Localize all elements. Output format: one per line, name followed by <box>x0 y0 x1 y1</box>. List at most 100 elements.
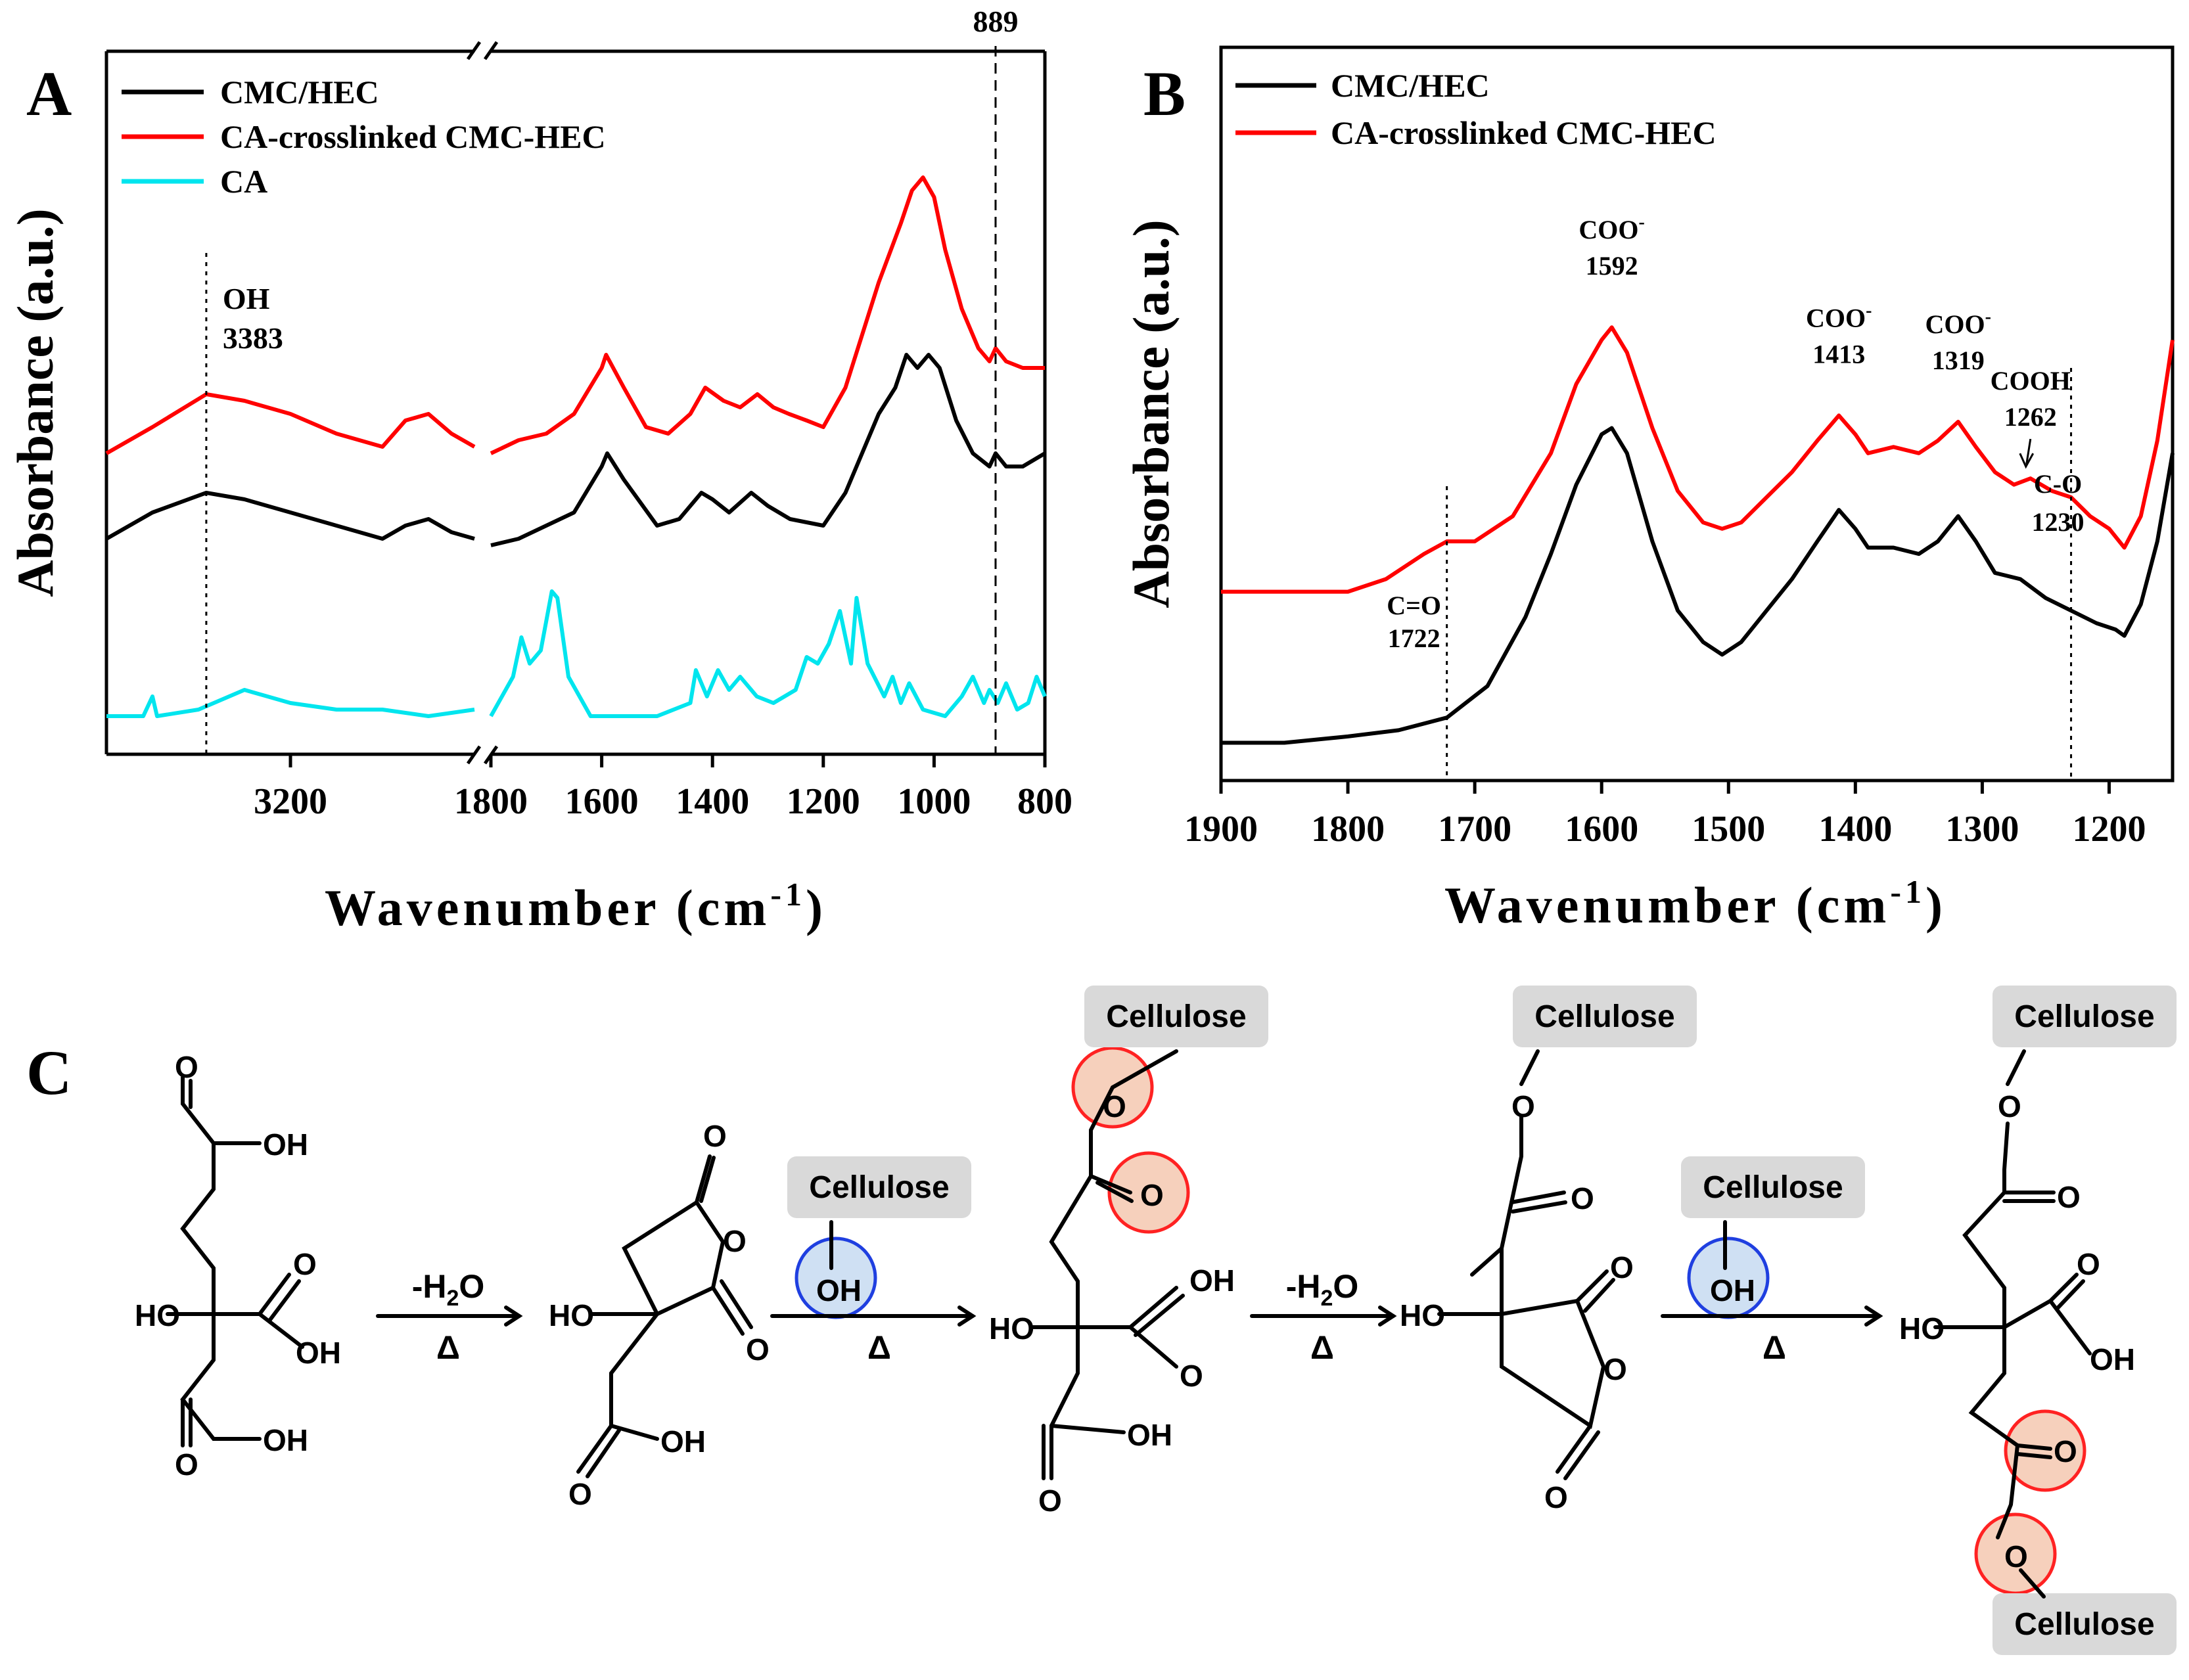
atom-o: O <box>175 1050 198 1084</box>
x-tick-label: 1800 <box>1311 809 1385 850</box>
atom-o: O <box>2054 1434 2077 1468</box>
panel-a-series <box>105 175 1047 718</box>
atom-o: O <box>1998 1089 2021 1124</box>
x-tick-label: 800 <box>1017 781 1072 822</box>
peak-label-text: COO <box>1806 303 1866 332</box>
atom-oh: OH <box>816 1273 862 1307</box>
heat-label: Δ <box>1310 1329 1334 1366</box>
panel-a-frame <box>104 49 1047 756</box>
chemical-bonds <box>166 1049 2092 1599</box>
cellulose-boxes <box>787 986 2177 1655</box>
x-tick-label: 1800 <box>454 781 528 822</box>
x-tick-label: 3200 <box>254 781 327 822</box>
heat-label: Δ <box>867 1329 891 1366</box>
dehydration-label: -H2O <box>1286 1268 1359 1311</box>
legend-label: CMC/HEC <box>1331 67 1490 104</box>
atom-ho: HO <box>549 1298 594 1332</box>
series-line-ca-crosslinked-cmc-hec-left <box>105 392 476 455</box>
peak-value: 1413 <box>1812 339 1865 369</box>
carbonyl-highlight-2 <box>2004 1409 2086 1492</box>
x-tick-label: 1400 <box>1818 809 1892 850</box>
atom-oh: OH <box>263 1127 308 1162</box>
atom-oh: OH <box>296 1336 341 1370</box>
x-tick-label: 1400 <box>676 781 749 822</box>
atom-o: O <box>703 1119 727 1153</box>
atom-o: O <box>2057 1180 2081 1214</box>
cellulose-label: Cellulose <box>2014 999 2154 1034</box>
panel-b: B 1900 1800 1700 1600 1500 1400 1300 1200 COO-1… <box>1122 45 2175 934</box>
peak-label-text: COOH <box>1991 366 2071 396</box>
atom-o: O <box>1610 1250 1634 1284</box>
peak-label: COO- <box>1578 212 1644 244</box>
legend-label: CA <box>220 163 267 200</box>
panel-label-c: C <box>26 1037 72 1108</box>
atom-o: O <box>2077 1247 2100 1281</box>
panel-b-y-axis-label: Absorbance (a.u.) <box>1122 219 1180 608</box>
atom-o: O <box>568 1477 592 1511</box>
peak-label-sup: - <box>1639 212 1645 233</box>
panel-b-legend: CMC/HEC CA-crosslinked CMC-HEC <box>1235 67 1717 151</box>
cellulose-box <box>1681 1156 1865 1218</box>
dehydration-label: -H2O <box>412 1268 485 1311</box>
cooh-arrow-head <box>2019 453 2035 469</box>
atom-o: O <box>1511 1089 1535 1124</box>
atom-o: O <box>723 1224 747 1258</box>
atom-oh: OH <box>1127 1418 1172 1452</box>
oh-value: 3383 <box>223 321 283 355</box>
heat-label: Δ <box>1763 1329 1786 1366</box>
cellulose-box <box>1513 986 1697 1047</box>
panel-a-x-axis-label: Wavenumber (cm-1) <box>325 876 827 936</box>
series-line-cmc-hec <box>1221 426 2175 745</box>
x-tick-label: 1900 <box>1184 809 1258 850</box>
atom-ho: HO <box>1400 1298 1445 1332</box>
x-tick-label: 1500 <box>1692 809 1765 850</box>
c-o-single-label: C-O <box>2034 469 2082 499</box>
peak-label-text: COO <box>1578 215 1638 244</box>
peak-label: COO- <box>1925 307 1991 339</box>
atom-o: O <box>2004 1539 2028 1574</box>
highlight-circles <box>795 1046 2086 1595</box>
peak-label: COOH <box>1991 366 2071 396</box>
peak-value: 1592 <box>1586 251 1638 281</box>
x-tick-label: 1600 <box>565 781 639 822</box>
panel-b-x-axis-label: Wavenumber (cm-1) <box>1444 873 1947 934</box>
x-tick-label: 1300 <box>1945 809 2019 850</box>
atom-o: O <box>1180 1359 1203 1393</box>
oh-label: OH <box>223 282 270 315</box>
atom-o: O <box>746 1332 770 1367</box>
panel-label-a: A <box>26 58 72 129</box>
peak-label: COO- <box>1806 300 1872 332</box>
cooh-arrow <box>2025 438 2032 465</box>
cellulose-box <box>1993 986 2177 1047</box>
panel-label-b: B <box>1143 58 1186 129</box>
cellulose-box <box>787 1156 971 1218</box>
panel-b-x-ticks: 1900 1800 1700 1600 1500 1400 1300 1200 <box>1184 781 2146 850</box>
atom-o: O <box>293 1247 317 1281</box>
atom-oh: OH <box>1189 1263 1235 1298</box>
atom-ho: HO <box>135 1298 180 1332</box>
atom-o: O <box>175 1447 198 1482</box>
peak-label-sup: - <box>1866 300 1872 321</box>
peak-value: 1319 <box>1932 346 1985 375</box>
peak-label-text: COO <box>1925 309 1985 339</box>
panel-a-y-axis-label: Absorbance (a.u.) <box>7 208 64 597</box>
series-line-cmc-hec-right <box>490 353 1046 547</box>
panel-a: A 3200 1800 1600 1400 1200 1000 800 OH3383889 … <box>7 5 1072 936</box>
series-line-ca-left <box>106 688 475 718</box>
peak-value: 1262 <box>2004 402 2057 432</box>
x-tick-label: 1700 <box>1438 809 1511 850</box>
legend-label: CA-crosslinked CMC-HEC <box>1331 114 1717 151</box>
cellulose-label: Cellulose <box>2014 1607 2154 1642</box>
c-o-double-value: 1722 <box>1388 624 1440 653</box>
panel-c-reaction-scheme: C Cellulose Cellulose Cellulose Cellulos… <box>26 986 2177 1655</box>
x-tick-label: 1200 <box>787 781 860 822</box>
carbonyl-highlight <box>1107 1151 1190 1234</box>
x-tick-label: 1200 <box>2072 809 2146 850</box>
heat-label: Δ <box>436 1329 460 1366</box>
peak-label-sup: - <box>1985 307 1991 327</box>
x-tick-label: 1000 <box>897 781 971 822</box>
cellulose-box <box>1084 986 1268 1047</box>
c-o-single-value: 1230 <box>2032 507 2085 537</box>
atom-oh: OH <box>263 1423 308 1457</box>
